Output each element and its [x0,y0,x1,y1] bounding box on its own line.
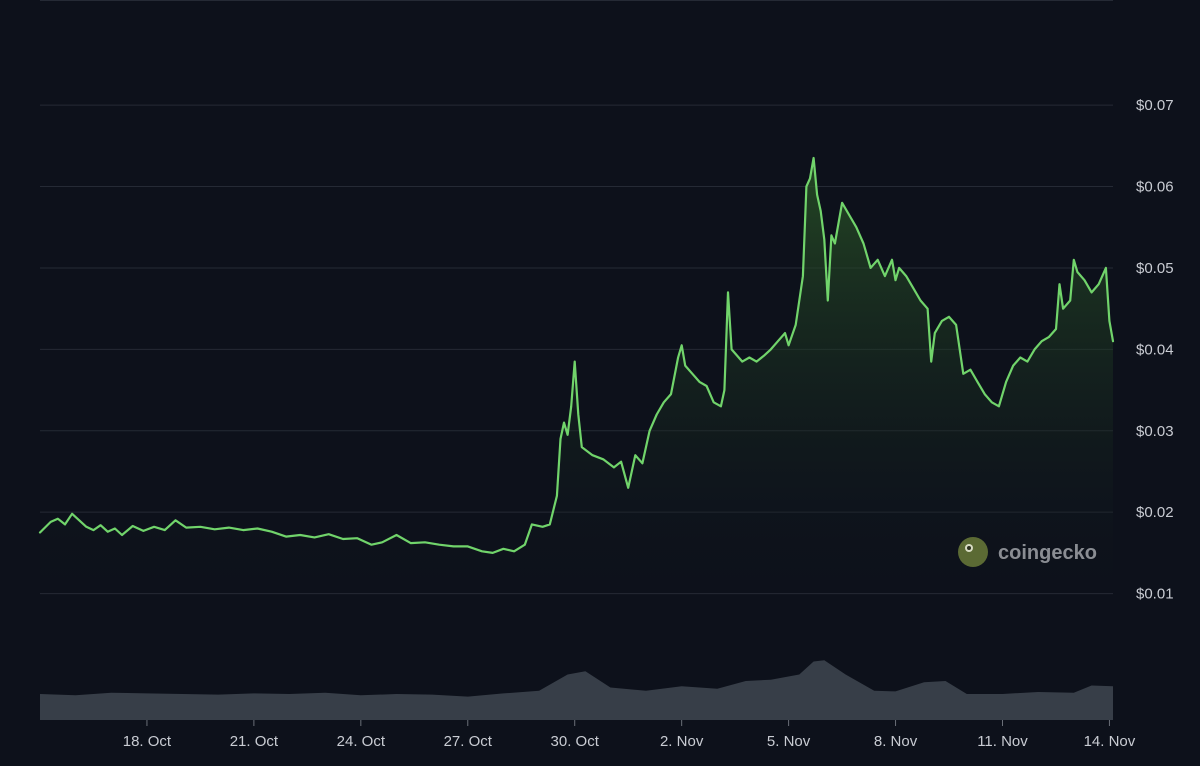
volume-area [40,660,1113,720]
coingecko-logo-icon [958,537,988,567]
coingecko-logo-pupil [967,546,971,550]
x-tick-label: 2. Nov [660,733,704,750]
y-tick-label: $0.06 [1136,179,1174,196]
x-axis: 18. Oct 21. Oct 24. Oct 27. Oct 30. Oct 2. No… [123,720,1136,750]
y-tick-label: $0.03 [1136,423,1174,440]
y-tick-label: $0.01 [1136,586,1174,603]
price-line [38,156,1115,554]
price-area-fill [40,158,1113,590]
x-tick-label: 11. Nov [977,733,1028,750]
volume-series [40,660,1113,720]
x-tick-label: 8. Nov [874,733,918,750]
x-tick-label: 5. Nov [767,733,811,750]
price-line-group [38,156,1115,554]
y-tick-label: $0.02 [1136,504,1174,521]
y-tick-label: $0.07 [1136,97,1174,114]
x-tick-label: 14. Nov [1084,733,1136,750]
y-axis: $0.01 $0.02 $0.03 $0.04 $0.05 $0.06 $0.07 [1136,97,1174,602]
x-tick-label: 30. Oct [551,733,600,750]
watermark-text: coingecko [998,542,1097,564]
price-area [40,158,1113,590]
x-tick-label: 27. Oct [444,733,493,750]
y-tick-label: $0.05 [1136,260,1174,277]
x-tick-label: 24. Oct [337,733,386,750]
x-tick-label: 21. Oct [230,733,279,750]
x-tick-label: 18. Oct [123,733,172,750]
y-tick-label: $0.04 [1136,341,1174,358]
watermark: coingecko [958,537,1097,567]
